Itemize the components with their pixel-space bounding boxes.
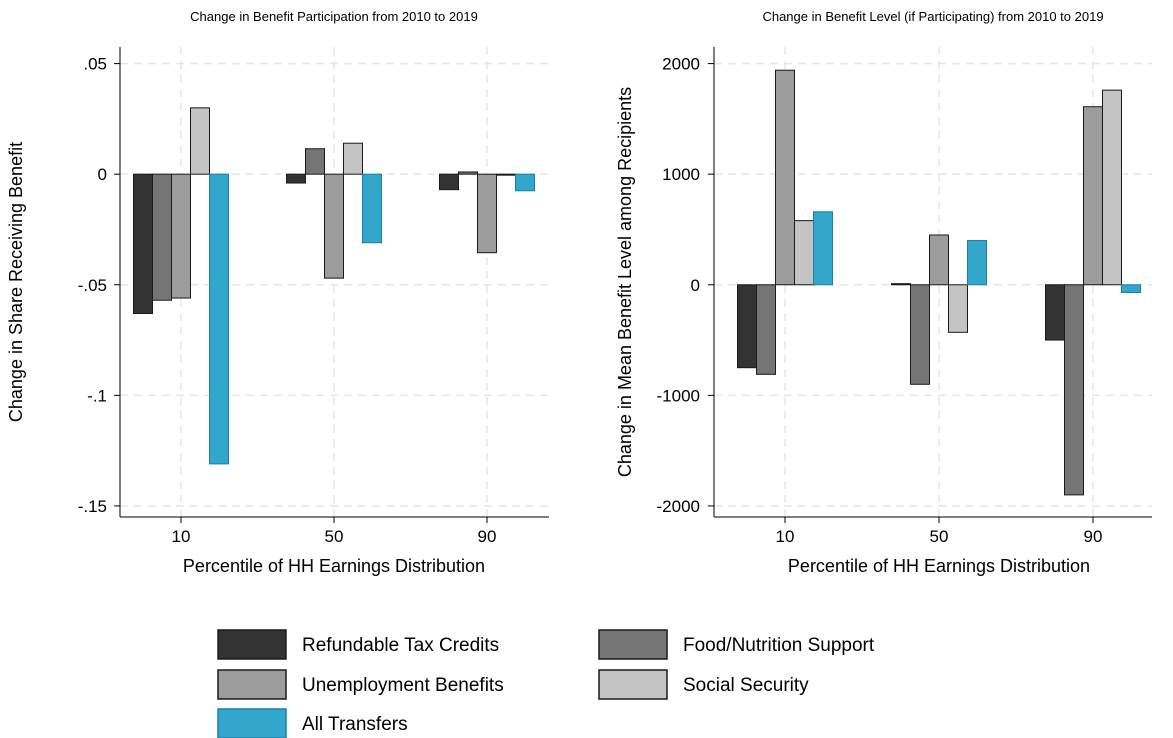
x-tick-label: 50 bbox=[930, 527, 949, 546]
bar-unemployment-benefits-90 bbox=[477, 173, 497, 254]
bar-unemployment-benefits-10 bbox=[171, 173, 191, 299]
bar-social-security-90 bbox=[1102, 89, 1122, 286]
x-tick-label: 10 bbox=[172, 527, 191, 546]
bar-social-security-50 bbox=[948, 284, 968, 333]
chart-title: Change in Benefit Level (if Participatin… bbox=[762, 9, 1103, 24]
chart-title: Change in Benefit Participation from 201… bbox=[190, 9, 478, 24]
bar-refundable-tax-credits-10 bbox=[133, 173, 153, 315]
bar-refundable-tax-credits-50 bbox=[286, 173, 306, 184]
bar-refundable-tax-credits-90 bbox=[1045, 284, 1065, 341]
bar-all-transfers-10 bbox=[209, 173, 229, 465]
bar-all-transfers-90 bbox=[515, 173, 535, 192]
bar-food-nutrition-support-90 bbox=[458, 171, 478, 175]
bar-refundable-tax-credits-10 bbox=[737, 284, 757, 369]
legend-label: All Transfers bbox=[302, 714, 408, 735]
y-axis-label: Change in Mean Benefit Level among Recip… bbox=[615, 87, 635, 477]
legend-swatch-social-security bbox=[598, 669, 668, 700]
y-tick-label: 0 bbox=[98, 165, 107, 184]
y-tick-label: -2000 bbox=[657, 497, 700, 516]
bar-unemployment-benefits-90 bbox=[1083, 106, 1103, 286]
legend-label: Food/Nutrition Support bbox=[683, 635, 875, 656]
benefit-level-chart: Change in Benefit Level (if Participatin… bbox=[615, 9, 1152, 576]
bar-food-nutrition-support-10 bbox=[756, 284, 776, 375]
y-tick-label: 0 bbox=[691, 276, 700, 295]
x-tick-label: 10 bbox=[776, 527, 795, 546]
y-tick-label: .05 bbox=[83, 55, 107, 74]
legend-label: Unemployment Benefits bbox=[302, 675, 504, 696]
bar-food-nutrition-support-50 bbox=[305, 148, 325, 175]
legend-swatch-refundable-tax-credits bbox=[217, 629, 287, 660]
bar-all-transfers-50 bbox=[362, 173, 382, 244]
bar-social-security-90 bbox=[496, 173, 516, 176]
legend: Refundable Tax Credits Food/Nutrition Sup… bbox=[217, 629, 875, 738]
y-tick-label: 2000 bbox=[662, 55, 700, 74]
y-axis-label: Change in Share Receiving Benefit bbox=[6, 142, 26, 422]
bar-unemployment-benefits-50 bbox=[929, 234, 949, 286]
bar-food-nutrition-support-90 bbox=[1064, 284, 1084, 496]
x-tick-label: 90 bbox=[478, 527, 497, 546]
bar-social-security-50 bbox=[343, 142, 363, 175]
y-tick-label: -.15 bbox=[78, 497, 107, 516]
x-axis-label: Percentile of HH Earnings Distribution bbox=[788, 556, 1090, 576]
bar-all-transfers-10 bbox=[813, 211, 833, 286]
participation-chart: Change in Benefit Participation from 201… bbox=[6, 9, 549, 576]
bar-food-nutrition-support-10 bbox=[152, 173, 172, 301]
y-tick-label: -1000 bbox=[657, 386, 700, 405]
bar-refundable-tax-credits-90 bbox=[439, 173, 459, 191]
legend-label: Social Security bbox=[683, 675, 809, 696]
x-axis-label: Percentile of HH Earnings Distribution bbox=[183, 556, 485, 576]
legend-swatch-unemployment-benefits bbox=[217, 669, 287, 700]
y-tick-label: -.05 bbox=[78, 276, 107, 295]
bar-social-security-10 bbox=[190, 107, 210, 175]
bar-unemployment-benefits-50 bbox=[324, 173, 344, 279]
bar-all-transfers-90 bbox=[1121, 284, 1141, 294]
legend-label: Refundable Tax Credits bbox=[302, 635, 499, 656]
bar-all-transfers-50 bbox=[967, 240, 987, 286]
x-tick-label: 90 bbox=[1084, 527, 1103, 546]
bar-refundable-tax-credits-50 bbox=[891, 283, 911, 286]
bar-social-security-10 bbox=[794, 220, 814, 286]
legend-swatch-food-nutrition-support bbox=[598, 629, 668, 660]
x-tick-label: 50 bbox=[325, 527, 344, 546]
y-tick-label: 1000 bbox=[662, 165, 700, 184]
bar-food-nutrition-support-50 bbox=[910, 284, 930, 385]
bar-unemployment-benefits-10 bbox=[775, 69, 795, 286]
y-tick-label: -.1 bbox=[87, 386, 107, 405]
legend-swatch-all-transfers bbox=[217, 708, 287, 738]
